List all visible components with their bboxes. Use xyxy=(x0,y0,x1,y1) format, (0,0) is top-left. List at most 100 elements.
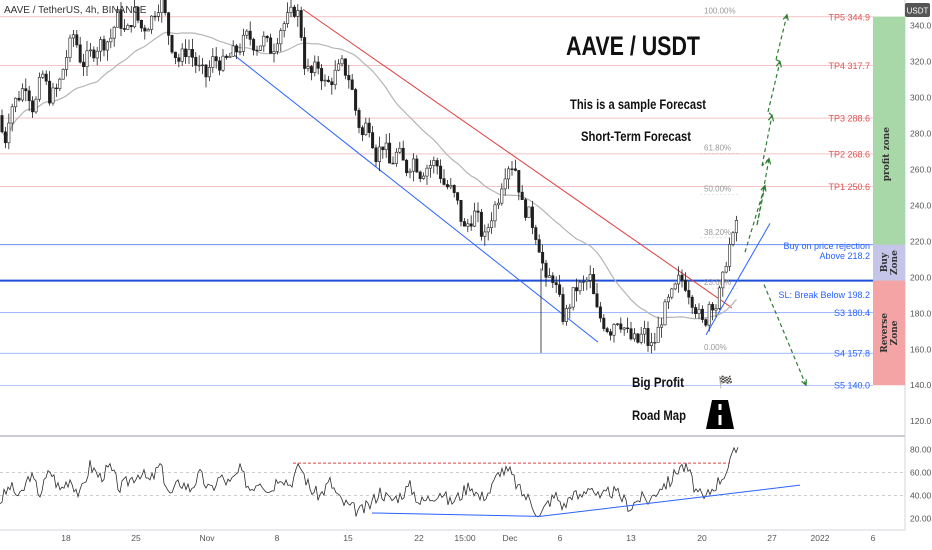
time-tick-label: 2022 xyxy=(811,533,830,543)
candle-up xyxy=(126,25,130,30)
candle-down xyxy=(510,168,514,170)
price-tick-label: 300.0 xyxy=(910,93,932,103)
candle-down xyxy=(303,37,307,69)
candle-down xyxy=(309,66,313,73)
rsi-pane xyxy=(0,446,905,518)
price-tick-label: 180.0 xyxy=(910,308,932,318)
candle-down xyxy=(558,284,562,295)
price-level-label: S5 140.0 xyxy=(834,381,870,391)
time-tick-label: 15 xyxy=(343,533,353,543)
candle-down xyxy=(102,39,106,51)
candle-up xyxy=(296,10,300,17)
reverse-zone-label: ReverseZone xyxy=(880,313,900,353)
reverse-zone-label-word: Reverse xyxy=(880,313,890,353)
candle-down xyxy=(190,49,194,58)
candle-up xyxy=(180,48,184,62)
candle-up xyxy=(496,202,500,206)
candle-up xyxy=(150,15,154,30)
descending-resistance-line xyxy=(302,8,733,309)
candle-down xyxy=(163,0,167,14)
candle-up xyxy=(649,342,653,346)
candle-down xyxy=(92,49,96,59)
candle-up xyxy=(503,178,507,190)
candle-up xyxy=(272,51,276,54)
candle-down xyxy=(3,131,7,144)
buy-above-label: Above 218.2 xyxy=(819,251,870,261)
candle-down xyxy=(374,147,378,163)
candle-up xyxy=(65,57,69,70)
price-tick-label: 320.0 xyxy=(910,57,932,67)
forecast-up-leg xyxy=(775,14,788,60)
candle-down xyxy=(255,49,259,52)
candle-down xyxy=(354,89,358,111)
candle-down xyxy=(554,282,558,285)
price-tick-label: 240.0 xyxy=(910,200,932,210)
time-tick-label: 8 xyxy=(275,533,280,543)
finish-flag-icon: 🏁 xyxy=(718,375,733,389)
price-level-label: TP4 317.7 xyxy=(828,61,870,71)
currency-badge-label: USDT xyxy=(907,7,929,16)
candle-up xyxy=(258,45,262,51)
candle-up xyxy=(58,78,62,89)
candle-down xyxy=(177,57,181,62)
candle-down xyxy=(0,115,4,133)
candle-down xyxy=(445,184,449,188)
candle-up xyxy=(7,122,11,144)
buy-zone-label-word: Zone xyxy=(890,250,900,275)
candle-down xyxy=(456,192,460,201)
candle-up xyxy=(717,287,721,309)
candles xyxy=(0,0,738,354)
price-tick-label: 220.0 xyxy=(910,236,932,246)
candle-down xyxy=(537,239,541,253)
candle-up xyxy=(714,308,718,311)
candle-up xyxy=(116,9,120,28)
moving-average-line xyxy=(1,31,737,320)
candle-down xyxy=(214,56,218,62)
candle-up xyxy=(133,6,137,28)
forecast-up-leg xyxy=(761,115,773,166)
candle-down xyxy=(235,45,239,53)
candle-up xyxy=(10,106,14,124)
candle-down xyxy=(248,30,252,40)
candle-down xyxy=(609,331,613,336)
buy-rejection-label: Buy on price rejection xyxy=(783,241,870,251)
currency-badge[interactable]: USDT xyxy=(905,3,930,17)
candle-down xyxy=(517,170,521,193)
candle-down xyxy=(524,199,528,218)
candle-up xyxy=(449,185,453,188)
rsi-tick-label: 80.00 xyxy=(910,444,932,454)
candle-down xyxy=(299,10,303,38)
candle-down xyxy=(711,304,715,311)
time-tick-label: 20 xyxy=(697,533,707,543)
candle-up xyxy=(201,64,205,67)
price-axis: 340.0 320.0 300.0 280.0 260.0 240.0 220.0 200.0… xyxy=(910,21,932,524)
candle-down xyxy=(330,81,334,86)
candle-down xyxy=(513,168,517,171)
candle-down xyxy=(544,262,548,278)
candle-down xyxy=(646,328,650,346)
candle-up xyxy=(721,271,725,289)
candle-down xyxy=(269,37,273,54)
price-tick-label: 340.0 xyxy=(910,21,932,31)
candle-down xyxy=(388,142,392,164)
candle-up xyxy=(486,227,490,233)
candle-up xyxy=(187,49,191,58)
trendlines xyxy=(230,8,771,343)
candle-up xyxy=(408,170,412,174)
candle-up xyxy=(581,281,585,283)
candle-down xyxy=(700,308,704,320)
forecast-up-leg xyxy=(756,158,770,226)
candle-up xyxy=(88,49,92,52)
candle-up xyxy=(724,266,728,273)
candle-down xyxy=(459,199,463,222)
candle-up xyxy=(377,146,381,163)
candle-up xyxy=(527,206,531,218)
candle-down xyxy=(204,64,208,78)
forecast-pullback xyxy=(775,59,781,63)
buy-zone xyxy=(873,244,905,281)
candle-up xyxy=(588,274,592,281)
candle-down xyxy=(476,210,480,213)
candle-up xyxy=(571,287,575,308)
candle-up xyxy=(279,30,283,45)
